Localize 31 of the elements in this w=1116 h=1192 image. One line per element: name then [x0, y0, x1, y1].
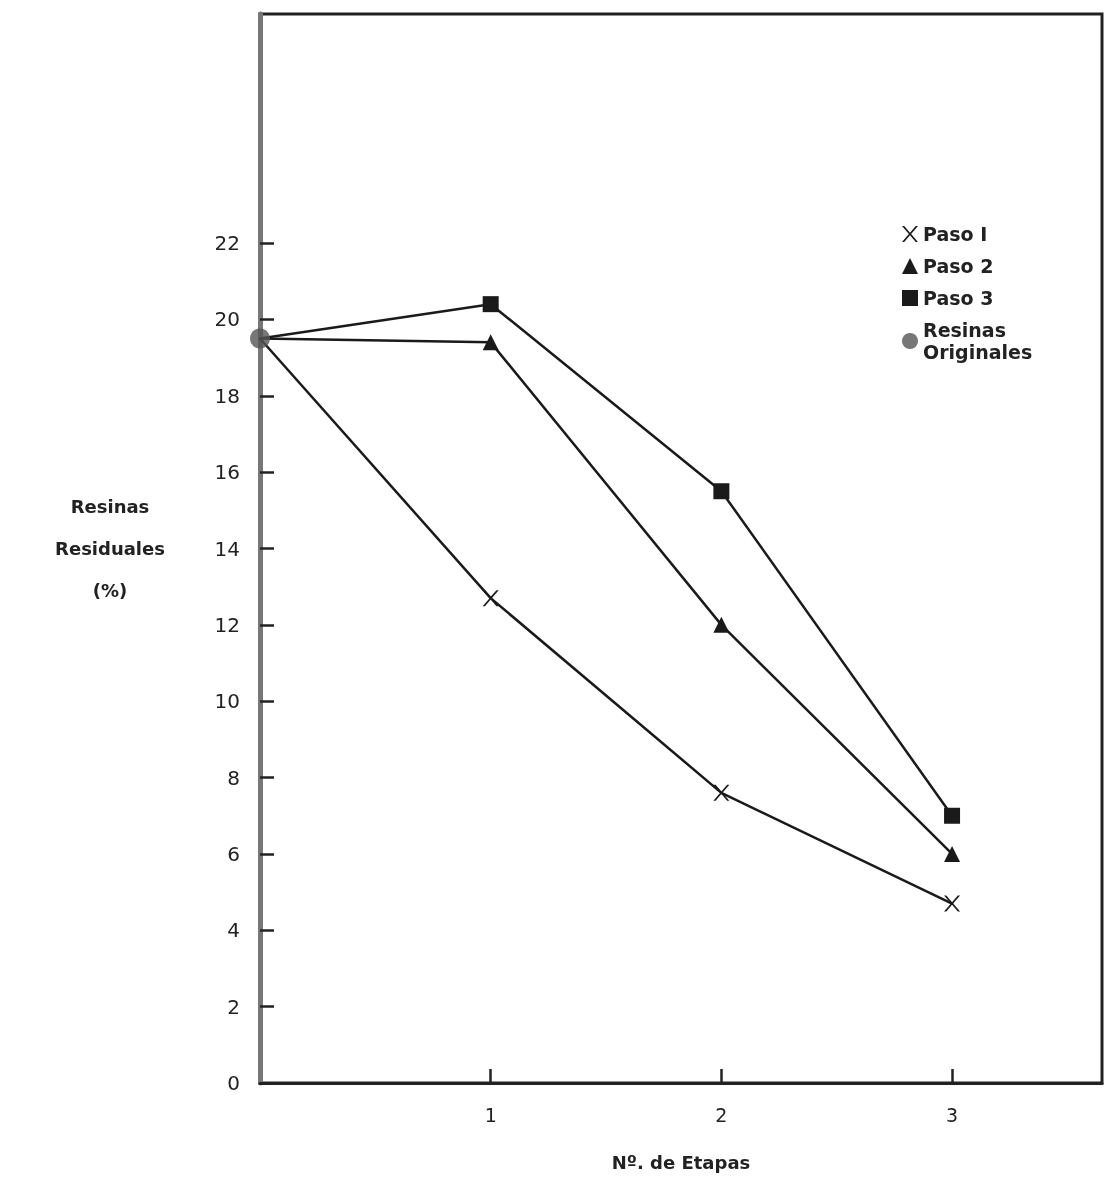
- y-tick-label: 18: [214, 383, 240, 408]
- legend-label: Paso 3: [923, 287, 994, 309]
- y-tick-label: 12: [214, 612, 240, 637]
- x-tick-label: 3: [946, 1103, 959, 1126]
- y-tick-label: 4: [227, 918, 240, 943]
- y-tick-label: 2: [227, 994, 240, 1019]
- legend-label: Resinas Originales: [923, 319, 1033, 363]
- y-tick-label: 14: [214, 536, 240, 561]
- y-axis-title: Resinas Residuales (%): [55, 496, 165, 601]
- point: [944, 895, 961, 912]
- point: [482, 296, 499, 313]
- point: [944, 807, 961, 824]
- y-tick-label: 10: [214, 689, 240, 714]
- y-tick-label: 8: [227, 765, 240, 790]
- point: [482, 590, 499, 607]
- point: [250, 328, 270, 349]
- x-axis-title: Nº. de Etapas: [611, 1151, 751, 1173]
- y-tick-label: 20: [214, 307, 240, 332]
- point: [713, 616, 730, 633]
- x-tick-label: 1: [484, 1103, 497, 1126]
- y-tick-label: 16: [214, 460, 240, 485]
- x-tick-label: 2: [715, 1103, 728, 1126]
- point: [482, 334, 499, 351]
- legend-label: Paso I: [923, 223, 988, 245]
- legend-label: Paso 2: [923, 255, 994, 277]
- point: [713, 784, 730, 801]
- y-tick-label: 22: [214, 231, 240, 256]
- y-tick-label: 6: [227, 841, 240, 866]
- point: [944, 845, 961, 862]
- point: [713, 483, 730, 500]
- y-tick-label: 0: [227, 1071, 240, 1095]
